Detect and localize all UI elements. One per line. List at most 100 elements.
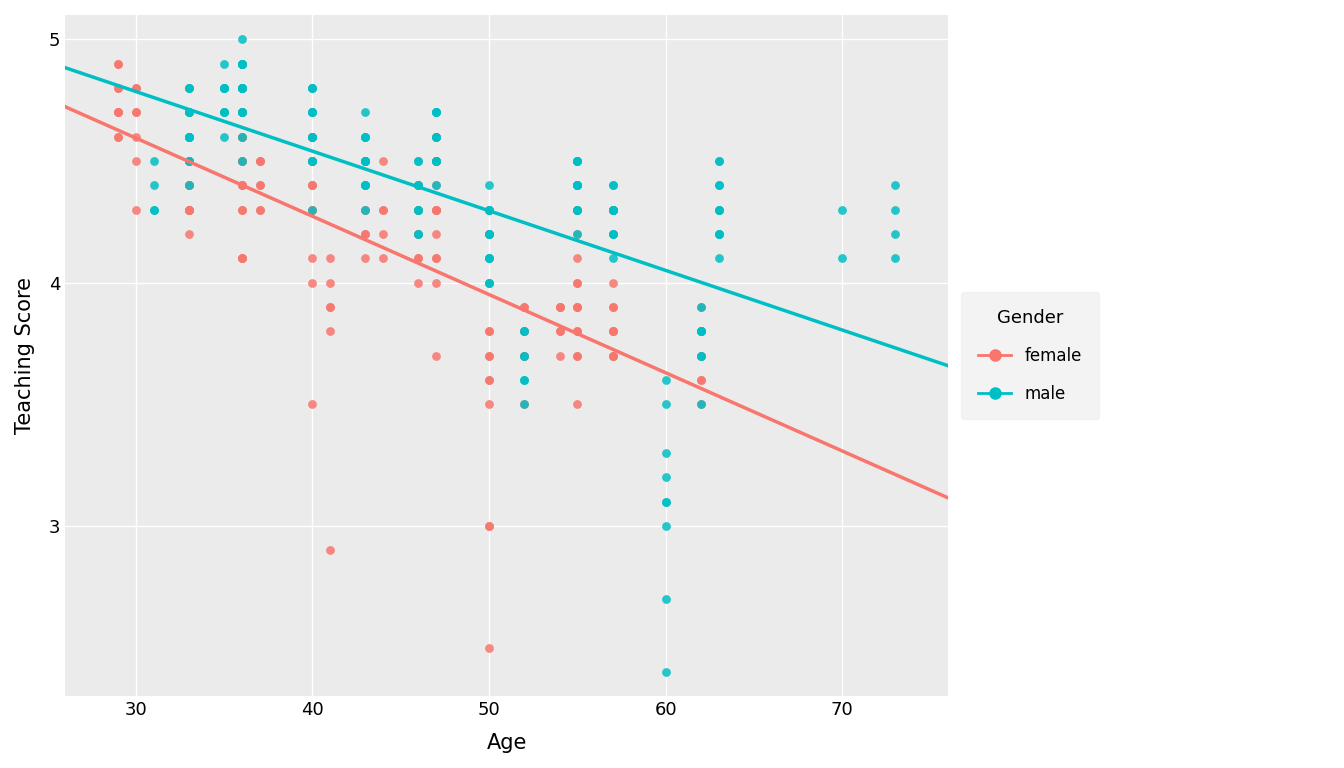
- Point: [302, 179, 324, 191]
- Point: [302, 179, 324, 191]
- Point: [655, 666, 676, 678]
- Point: [249, 155, 270, 167]
- Point: [425, 155, 446, 167]
- Point: [513, 325, 535, 337]
- Point: [708, 204, 730, 216]
- Point: [355, 131, 376, 143]
- Point: [302, 155, 324, 167]
- Point: [302, 131, 324, 143]
- Point: [567, 301, 589, 313]
- Point: [478, 252, 500, 264]
- Point: [355, 155, 376, 167]
- Point: [567, 301, 589, 313]
- Point: [567, 179, 589, 191]
- Point: [691, 325, 712, 337]
- Point: [602, 179, 624, 191]
- Point: [407, 179, 429, 191]
- Point: [407, 204, 429, 216]
- Point: [513, 349, 535, 362]
- Point: [179, 131, 200, 143]
- Point: [372, 204, 394, 216]
- Point: [425, 349, 446, 362]
- Point: [179, 106, 200, 118]
- Point: [355, 228, 376, 240]
- Point: [425, 204, 446, 216]
- Point: [355, 179, 376, 191]
- Point: [567, 155, 589, 167]
- Point: [142, 155, 164, 167]
- Point: [602, 228, 624, 240]
- Point: [179, 106, 200, 118]
- Point: [478, 204, 500, 216]
- Point: [355, 179, 376, 191]
- Point: [214, 82, 235, 94]
- Point: [214, 106, 235, 118]
- Point: [249, 179, 270, 191]
- Point: [425, 106, 446, 118]
- Point: [708, 252, 730, 264]
- Point: [567, 155, 589, 167]
- Point: [708, 179, 730, 191]
- Point: [231, 58, 253, 70]
- Point: [179, 131, 200, 143]
- Point: [214, 106, 235, 118]
- Point: [214, 131, 235, 143]
- Point: [179, 82, 200, 94]
- Point: [125, 204, 146, 216]
- Point: [320, 276, 341, 289]
- Point: [355, 252, 376, 264]
- Point: [548, 325, 570, 337]
- Point: [302, 131, 324, 143]
- Point: [425, 228, 446, 240]
- Point: [425, 106, 446, 118]
- Point: [231, 58, 253, 70]
- Point: [513, 398, 535, 410]
- Point: [231, 58, 253, 70]
- Point: [602, 276, 624, 289]
- Point: [478, 204, 500, 216]
- Point: [425, 276, 446, 289]
- Point: [179, 155, 200, 167]
- Point: [425, 155, 446, 167]
- Point: [231, 82, 253, 94]
- Point: [231, 179, 253, 191]
- Point: [567, 276, 589, 289]
- Point: [179, 82, 200, 94]
- Point: [478, 349, 500, 362]
- Point: [320, 252, 341, 264]
- Point: [513, 325, 535, 337]
- Point: [602, 204, 624, 216]
- Point: [478, 204, 500, 216]
- Point: [655, 593, 676, 605]
- Point: [302, 155, 324, 167]
- Point: [478, 276, 500, 289]
- Point: [355, 179, 376, 191]
- Point: [691, 374, 712, 386]
- Point: [548, 349, 570, 362]
- Point: [567, 155, 589, 167]
- Point: [302, 106, 324, 118]
- Point: [142, 179, 164, 191]
- Point: [884, 179, 906, 191]
- Point: [602, 349, 624, 362]
- Point: [355, 131, 376, 143]
- Point: [691, 301, 712, 313]
- Point: [567, 228, 589, 240]
- Point: [355, 204, 376, 216]
- Point: [691, 301, 712, 313]
- Point: [179, 82, 200, 94]
- Point: [302, 179, 324, 191]
- Point: [249, 155, 270, 167]
- Point: [513, 301, 535, 313]
- Point: [884, 204, 906, 216]
- Point: [708, 204, 730, 216]
- Point: [372, 228, 394, 240]
- Point: [884, 228, 906, 240]
- Point: [355, 106, 376, 118]
- Point: [567, 349, 589, 362]
- Point: [478, 398, 500, 410]
- Point: [125, 131, 146, 143]
- Point: [249, 179, 270, 191]
- Point: [108, 82, 129, 94]
- Point: [231, 155, 253, 167]
